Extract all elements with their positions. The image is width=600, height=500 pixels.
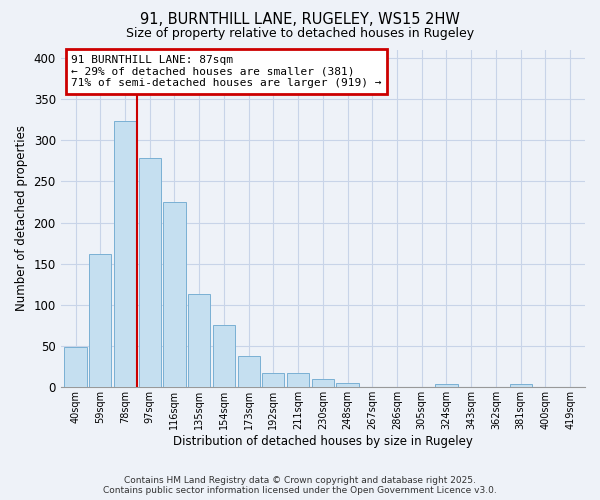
Bar — [262, 373, 284, 387]
Bar — [287, 373, 309, 387]
Bar — [213, 325, 235, 387]
Bar — [238, 356, 260, 387]
Bar — [163, 202, 185, 387]
Bar — [89, 254, 112, 387]
Y-axis label: Number of detached properties: Number of detached properties — [15, 126, 28, 312]
Bar — [312, 378, 334, 387]
Bar — [436, 384, 458, 387]
Text: Contains HM Land Registry data © Crown copyright and database right 2025.
Contai: Contains HM Land Registry data © Crown c… — [103, 476, 497, 495]
Bar — [188, 294, 210, 387]
X-axis label: Distribution of detached houses by size in Rugeley: Distribution of detached houses by size … — [173, 434, 473, 448]
Bar — [509, 384, 532, 387]
Bar — [114, 122, 136, 387]
Bar — [337, 382, 359, 387]
Text: 91 BURNTHILL LANE: 87sqm
← 29% of detached houses are smaller (381)
71% of semi-: 91 BURNTHILL LANE: 87sqm ← 29% of detach… — [71, 55, 382, 88]
Text: Size of property relative to detached houses in Rugeley: Size of property relative to detached ho… — [126, 28, 474, 40]
Text: 91, BURNTHILL LANE, RUGELEY, WS15 2HW: 91, BURNTHILL LANE, RUGELEY, WS15 2HW — [140, 12, 460, 28]
Bar — [64, 348, 86, 387]
Bar — [139, 158, 161, 387]
